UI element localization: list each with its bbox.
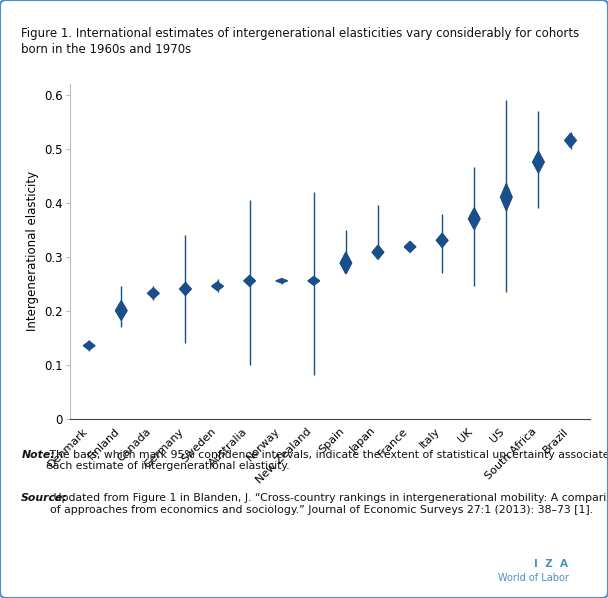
Polygon shape bbox=[244, 276, 255, 286]
Polygon shape bbox=[340, 252, 351, 274]
Polygon shape bbox=[533, 151, 544, 173]
Polygon shape bbox=[437, 233, 448, 248]
Polygon shape bbox=[83, 341, 95, 350]
Text: Updated from Figure 1 in Blanden, J. “Cross-country rankings in intergenerationa: Updated from Figure 1 in Blanden, J. “Cr… bbox=[50, 493, 608, 515]
Polygon shape bbox=[469, 208, 480, 230]
Polygon shape bbox=[372, 245, 384, 260]
Polygon shape bbox=[565, 133, 576, 148]
Text: I  Z  A: I Z A bbox=[534, 559, 568, 569]
Polygon shape bbox=[276, 279, 288, 283]
Text: Figure 1. International estimates of intergenerational elasticities vary conside: Figure 1. International estimates of int… bbox=[21, 27, 579, 40]
Polygon shape bbox=[180, 282, 191, 295]
Polygon shape bbox=[148, 288, 159, 298]
Polygon shape bbox=[404, 242, 416, 252]
Polygon shape bbox=[212, 282, 223, 291]
Text: World of Labor: World of Labor bbox=[497, 573, 568, 583]
Polygon shape bbox=[308, 276, 320, 285]
Y-axis label: Intergenerational elasticity: Intergenerational elasticity bbox=[26, 171, 39, 331]
Polygon shape bbox=[500, 184, 512, 210]
Text: Note:: Note: bbox=[21, 450, 55, 460]
Text: born in the 1960s and 1970s: born in the 1960s and 1970s bbox=[21, 43, 192, 56]
Polygon shape bbox=[116, 301, 127, 321]
Text: Source:: Source: bbox=[21, 493, 68, 504]
Text: The bars, which mark 95% confidence intervals, indicate the extent of statistica: The bars, which mark 95% confidence inte… bbox=[46, 450, 608, 471]
